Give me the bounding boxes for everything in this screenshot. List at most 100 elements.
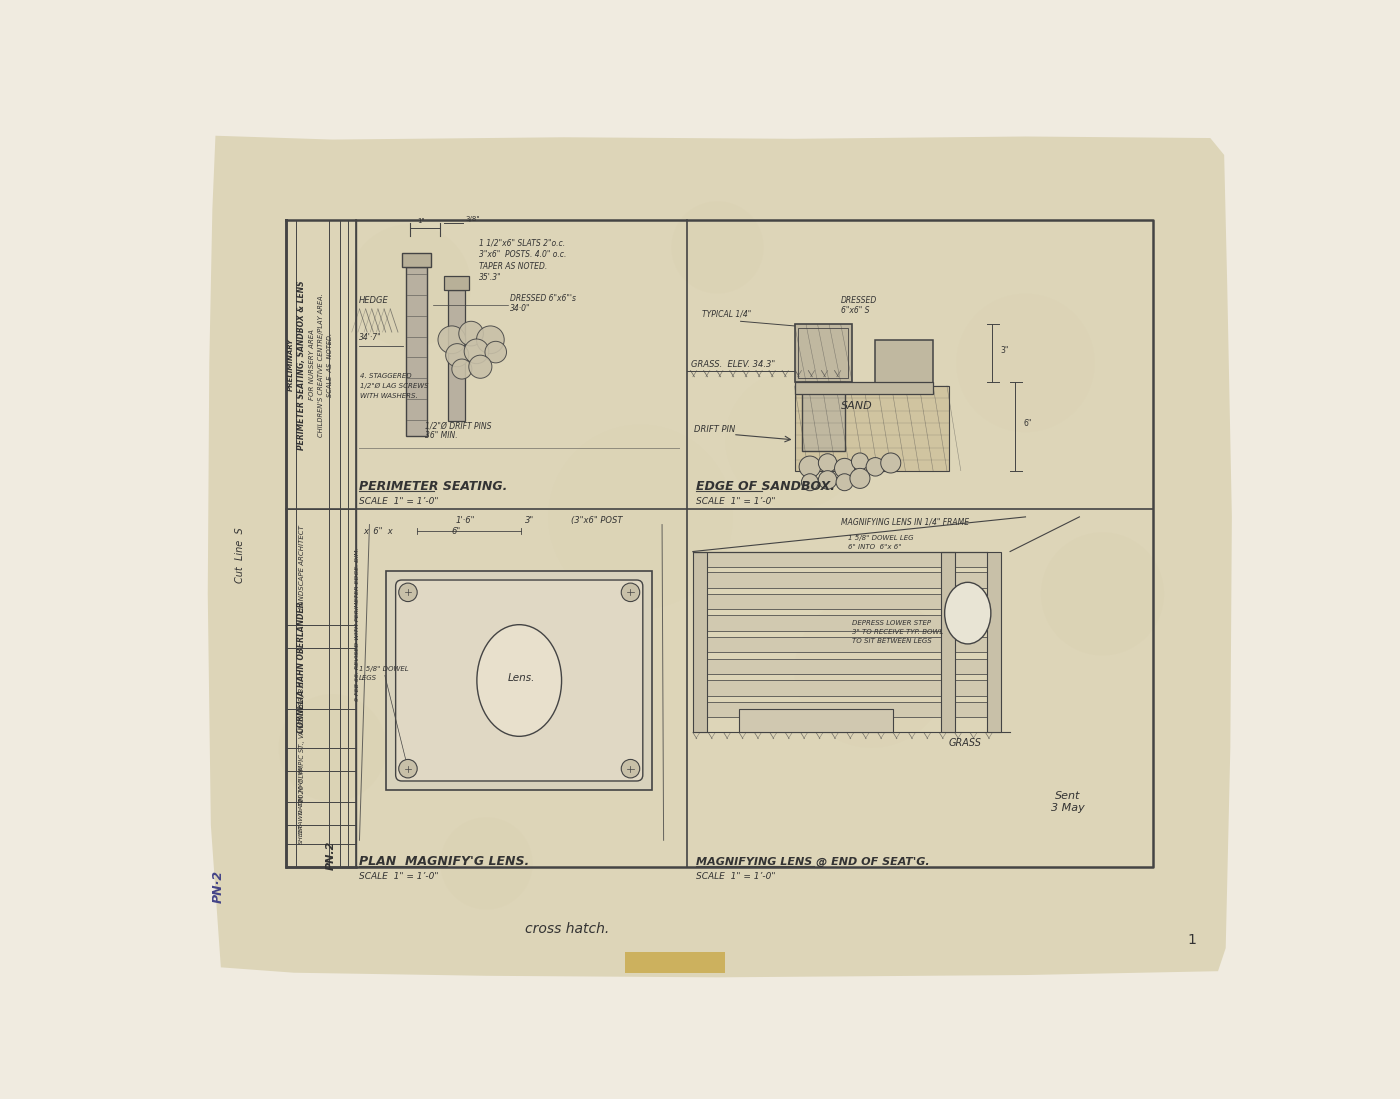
Text: PN·2: PN·2 xyxy=(211,870,225,903)
Bar xyxy=(693,552,987,567)
Text: PLAN  MAGNIFY'G LENS.: PLAN MAGNIFY'G LENS. xyxy=(360,855,529,868)
Circle shape xyxy=(834,458,854,478)
Text: MAGNIFYING LENS IN 1/4" FRAME: MAGNIFYING LENS IN 1/4" FRAME xyxy=(840,518,969,526)
Text: 34'·7": 34'·7" xyxy=(358,333,381,342)
Circle shape xyxy=(465,338,489,364)
Circle shape xyxy=(622,759,640,778)
Bar xyxy=(448,290,465,421)
Circle shape xyxy=(850,468,869,488)
Text: 35'.3": 35'.3" xyxy=(479,274,501,282)
Bar xyxy=(941,552,955,732)
Bar xyxy=(693,658,987,674)
Circle shape xyxy=(799,456,820,478)
Text: CHILDREN'S CREATIVE CENTRE/PLAY AREA.: CHILDREN'S CREATIVE CENTRE/PLAY AREA. xyxy=(318,293,323,436)
Text: 1": 1" xyxy=(417,218,424,224)
Text: Cut  Line  S: Cut Line S xyxy=(235,528,245,584)
Circle shape xyxy=(438,326,466,354)
Text: PERIMETER SEATING, SANDBOX & LENS: PERIMETER SEATING, SANDBOX & LENS xyxy=(297,280,307,449)
Text: 1: 1 xyxy=(1187,933,1196,947)
Text: 6": 6" xyxy=(452,526,461,536)
FancyBboxPatch shape xyxy=(396,580,643,781)
Polygon shape xyxy=(207,136,1232,977)
Text: TYPICAL 1/4": TYPICAL 1/4" xyxy=(703,310,752,319)
Circle shape xyxy=(452,359,472,379)
Text: CORNELIA HAHN OBERLANDER: CORNELIA HAHN OBERLANDER xyxy=(297,601,307,733)
Text: DRESSED 6"x6"'s: DRESSED 6"x6"'s xyxy=(510,295,575,303)
Text: 1 5/8" DOWEL LEG: 1 5/8" DOWEL LEG xyxy=(848,535,914,541)
Text: GRASS: GRASS xyxy=(949,739,981,748)
Text: GRASS.  ELEV. 34.3": GRASS. ELEV. 34.3" xyxy=(692,359,776,369)
Text: 3": 3" xyxy=(525,517,535,525)
Circle shape xyxy=(476,326,504,354)
Bar xyxy=(444,276,469,290)
Bar xyxy=(987,552,1001,732)
Text: DRIFT PIN: DRIFT PIN xyxy=(694,425,735,434)
Circle shape xyxy=(440,818,532,910)
Circle shape xyxy=(622,584,640,601)
Bar xyxy=(693,593,987,609)
Circle shape xyxy=(469,355,491,378)
Text: LEGS: LEGS xyxy=(358,675,377,681)
Bar xyxy=(693,680,987,696)
Text: SHEET: SHEET xyxy=(300,824,304,844)
Text: TO SIT BETWEEN LEGS: TO SIT BETWEEN LEGS xyxy=(853,639,932,644)
Text: SCALE  1" = 1’-0": SCALE 1" = 1’-0" xyxy=(360,872,440,880)
Text: PRELIMINARY: PRELIMINARY xyxy=(288,338,294,391)
Circle shape xyxy=(459,321,483,346)
Bar xyxy=(693,637,987,653)
Text: EDGE OF SANDBOX.: EDGE OF SANDBOX. xyxy=(696,480,834,493)
Text: 1/2"Ø DRIFT PINS: 1/2"Ø DRIFT PINS xyxy=(426,421,491,431)
Text: 3": 3" xyxy=(1001,346,1009,355)
Text: x  6"  x: x 6" x xyxy=(364,526,393,536)
Circle shape xyxy=(867,457,885,476)
Circle shape xyxy=(445,344,469,367)
Bar xyxy=(795,324,853,382)
Text: (3"x6" POST: (3"x6" POST xyxy=(571,517,623,525)
Text: 3/8": 3/8" xyxy=(465,217,479,222)
Bar xyxy=(798,329,848,378)
Text: cross hatch.: cross hatch. xyxy=(525,922,609,935)
Ellipse shape xyxy=(945,582,991,644)
Circle shape xyxy=(399,584,417,601)
Text: 6"x6" S: 6"x6" S xyxy=(840,306,869,314)
Ellipse shape xyxy=(477,624,561,736)
Text: 1 5/8" DOWEL: 1 5/8" DOWEL xyxy=(358,666,409,671)
Bar xyxy=(624,952,725,974)
Text: SAND: SAND xyxy=(840,401,872,411)
Text: SCALE  1" = 1’-0": SCALE 1" = 1’-0" xyxy=(360,497,440,506)
Text: PN.2: PN.2 xyxy=(326,841,336,870)
Text: 2020 OLYMPIC ST., VANCOUVER, B.C.: 2020 OLYMPIC ST., VANCOUVER, B.C. xyxy=(298,679,305,801)
Text: DEPRESS LOWER STEP: DEPRESS LOWER STEP xyxy=(853,620,931,625)
Text: DATE:  MAY '66: DATE: MAY '66 xyxy=(300,766,304,814)
Text: DRAWN: DM: DRAWN: DM xyxy=(300,796,304,834)
Circle shape xyxy=(819,470,837,489)
Text: HEDGE: HEDGE xyxy=(358,296,388,304)
Bar xyxy=(693,615,987,631)
Bar xyxy=(402,253,431,267)
Text: 3"x6"  POSTS. 4.0" o.c.: 3"x6" POSTS. 4.0" o.c. xyxy=(479,251,566,259)
Text: MAGNIFYING LENS @ END OF SEAT'G.: MAGNIFYING LENS @ END OF SEAT'G. xyxy=(696,857,930,867)
Circle shape xyxy=(347,224,470,347)
Text: 1/2"Ø LAG SCREWS: 1/2"Ø LAG SCREWS xyxy=(360,384,428,389)
Text: TAPER AS NOTED.: TAPER AS NOTED. xyxy=(479,262,547,271)
Text: Lens.: Lens. xyxy=(508,673,535,682)
Text: FOR NURSERY AREA: FOR NURSERY AREA xyxy=(309,330,315,400)
Bar xyxy=(795,382,932,393)
Text: LANDSCAPE ARCHITECT: LANDSCAPE ARCHITECT xyxy=(298,525,305,609)
Bar xyxy=(739,709,893,732)
Text: 4. STAGGERED: 4. STAGGERED xyxy=(360,374,412,379)
Bar xyxy=(406,267,427,436)
Bar xyxy=(386,570,652,790)
Circle shape xyxy=(836,474,853,490)
Text: 36" MIN.: 36" MIN. xyxy=(426,431,458,441)
Polygon shape xyxy=(179,132,1257,978)
Circle shape xyxy=(1042,532,1163,655)
Bar xyxy=(693,573,987,588)
Text: 6" INTO  6"x 6": 6" INTO 6"x 6" xyxy=(848,544,902,551)
Circle shape xyxy=(484,342,507,363)
Circle shape xyxy=(279,693,386,802)
Bar xyxy=(802,382,844,452)
Bar xyxy=(795,386,949,470)
Text: SCALE  AS  NOTED.: SCALE AS NOTED. xyxy=(328,333,333,397)
Circle shape xyxy=(851,453,868,470)
